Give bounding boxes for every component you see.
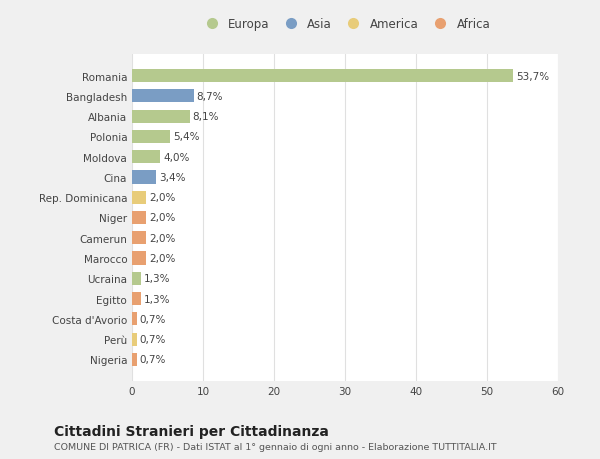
Text: 0,7%: 0,7% xyxy=(140,355,166,364)
Text: 2,0%: 2,0% xyxy=(149,253,175,263)
Text: 8,1%: 8,1% xyxy=(193,112,219,122)
Text: 2,0%: 2,0% xyxy=(149,213,175,223)
Text: 8,7%: 8,7% xyxy=(197,92,223,102)
Bar xyxy=(132,232,146,245)
Text: 0,7%: 0,7% xyxy=(140,334,166,344)
Legend: Europa, Asia, America, Africa: Europa, Asia, America, Africa xyxy=(197,15,493,33)
Text: 2,0%: 2,0% xyxy=(149,233,175,243)
Bar xyxy=(132,353,137,366)
Bar xyxy=(132,313,137,326)
Bar xyxy=(132,70,513,83)
Bar xyxy=(132,130,170,144)
Text: 53,7%: 53,7% xyxy=(516,72,549,81)
Text: 3,4%: 3,4% xyxy=(159,173,185,183)
Bar xyxy=(132,212,146,224)
Bar xyxy=(132,110,190,123)
Text: 2,0%: 2,0% xyxy=(149,193,175,203)
Bar xyxy=(132,171,156,184)
Text: Cittadini Stranieri per Cittadinanza: Cittadini Stranieri per Cittadinanza xyxy=(54,425,329,438)
Text: COMUNE DI PATRICA (FR) - Dati ISTAT al 1° gennaio di ogni anno - Elaborazione TU: COMUNE DI PATRICA (FR) - Dati ISTAT al 1… xyxy=(54,442,497,451)
Bar xyxy=(132,333,137,346)
Bar xyxy=(132,151,160,164)
Bar xyxy=(132,191,146,204)
Text: 4,0%: 4,0% xyxy=(163,152,190,162)
Bar xyxy=(132,292,141,306)
Text: 1,3%: 1,3% xyxy=(144,274,170,284)
Text: 5,4%: 5,4% xyxy=(173,132,200,142)
Text: 0,7%: 0,7% xyxy=(140,314,166,324)
Bar xyxy=(132,252,146,265)
Bar xyxy=(132,272,141,285)
Bar xyxy=(132,90,194,103)
Text: 1,3%: 1,3% xyxy=(144,294,170,304)
